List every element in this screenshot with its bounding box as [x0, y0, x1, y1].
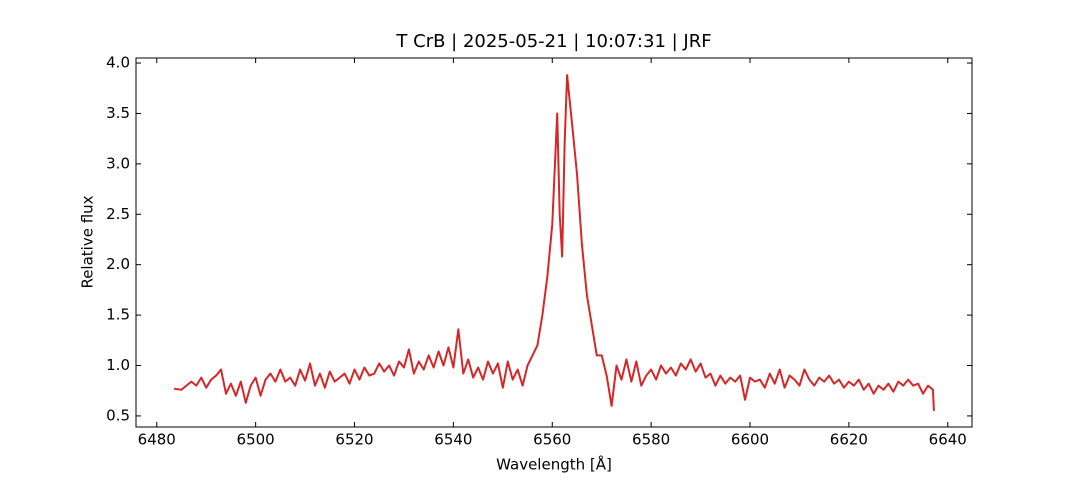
x-axis-label: Wavelength [Å]: [496, 455, 612, 474]
y-tick-label: 3.0: [106, 154, 130, 172]
y-tick-label: 1.5: [106, 306, 130, 324]
chart-title: T CrB | 2025-05-21 | 10:07:31 | JRF: [395, 31, 711, 52]
plot-frame: [135, 57, 973, 428]
x-tick-label: 6480: [138, 431, 176, 449]
x-tick-label: 6600: [731, 431, 769, 449]
spectrum-line: [173, 74, 935, 411]
x-tick-label: 6560: [533, 431, 571, 449]
y-tick-label: 4.0: [106, 54, 130, 72]
x-tick-label: 6500: [237, 431, 275, 449]
x-tick-label: 6580: [632, 431, 670, 449]
y-tick-label: 2.0: [106, 255, 130, 273]
y-axis-label: Relative flux: [79, 195, 97, 288]
x-tick-label: 6620: [830, 431, 868, 449]
y-tick-label: 1.0: [106, 356, 130, 374]
x-tick-label: 6640: [929, 431, 967, 449]
y-tick-label: 0.5: [106, 406, 130, 424]
x-tick-label: 6520: [335, 431, 373, 449]
y-tick-label: 3.5: [106, 104, 130, 122]
y-tick-label: 2.5: [106, 205, 130, 223]
x-tick-label: 6540: [434, 431, 472, 449]
